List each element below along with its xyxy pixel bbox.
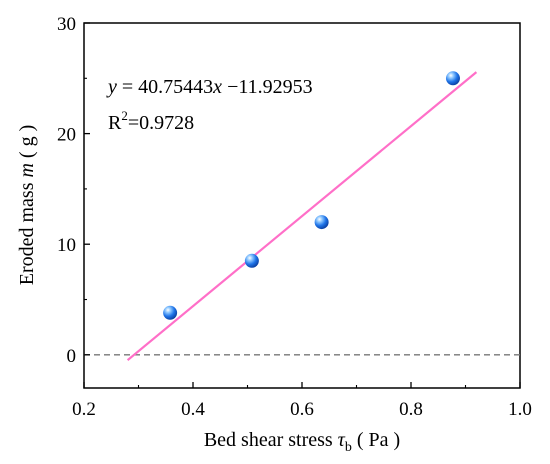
- fit-line-layer: [126, 71, 478, 361]
- x-axis-title: Bed shear stress τb ( Pa ): [204, 429, 400, 455]
- data-point: [314, 215, 329, 230]
- tick-marks-layer: [83, 22, 521, 388]
- r-squared-label: R2=0.9728: [108, 108, 194, 134]
- y-tick-label: 20: [57, 125, 76, 146]
- fit-line: [126, 71, 478, 361]
- tick-labels-layer: 0.2 0.4 0.6 0.8 1.0 0 10 20 30: [57, 14, 532, 420]
- x-tick-label: 0.6: [290, 399, 314, 420]
- x-tick-label: 0.2: [72, 399, 96, 420]
- y-tick-label: 30: [57, 14, 76, 35]
- data-point: [244, 253, 259, 268]
- data-points-layer: [163, 71, 460, 320]
- x-tick-label: 0.4: [181, 399, 205, 420]
- y-tick-label: 10: [57, 235, 76, 256]
- data-point: [163, 305, 178, 320]
- x-tick-label: 0.8: [399, 399, 423, 420]
- y-axis-title: Eroded mass m ( g ): [16, 125, 38, 286]
- data-point: [445, 71, 460, 86]
- x-tick-label: 1.0: [508, 399, 532, 420]
- fit-equation: y = 40.75443x −11.92953: [106, 76, 313, 98]
- y-tick-label: 0: [67, 346, 77, 367]
